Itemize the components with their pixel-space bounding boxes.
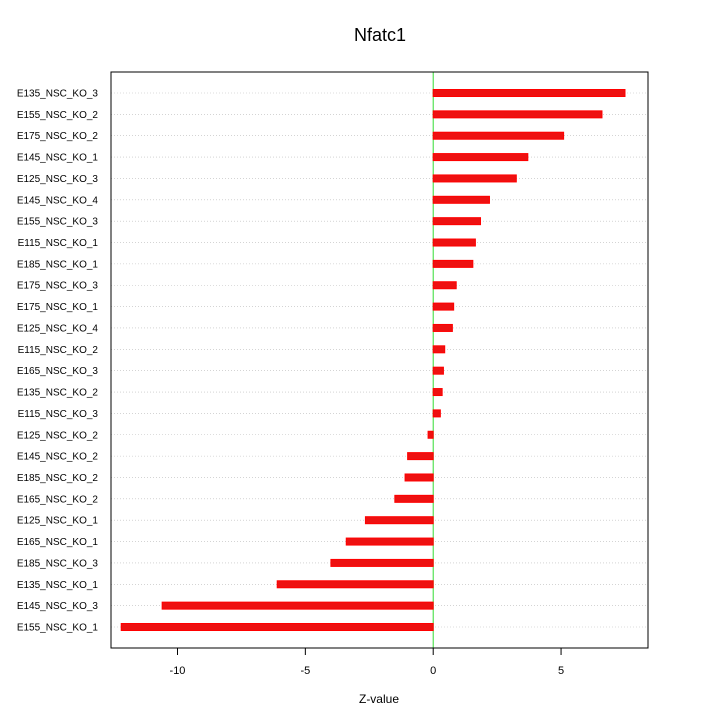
bar	[120, 623, 434, 631]
category-label: E115_NSC_KO_2	[18, 345, 99, 356]
bar	[407, 452, 434, 461]
category-label: E165_NSC_KO_3	[17, 366, 99, 377]
bar	[276, 580, 434, 589]
category-label: E145_NSC_KO_1	[17, 153, 99, 164]
bar	[432, 174, 517, 183]
bar	[432, 281, 457, 290]
category-label: E185_NSC_KO_1	[17, 259, 99, 270]
category-label: E125_NSC_KO_4	[17, 323, 99, 334]
category-label: E135_NSC_KO_2	[17, 388, 99, 399]
grid-lines	[111, 92, 648, 628]
category-label: E145_NSC_KO_2	[17, 452, 99, 463]
bar	[432, 238, 476, 247]
bar	[432, 153, 529, 162]
bar	[394, 494, 434, 503]
category-label: E145_NSC_KO_4	[17, 195, 99, 206]
bar	[432, 388, 443, 397]
category-label: E155_NSC_KO_3	[17, 217, 99, 228]
category-label: E125_NSC_KO_3	[17, 174, 99, 185]
bar	[345, 537, 434, 546]
category-label: E115_NSC_KO_1	[18, 238, 99, 249]
category-label: E135_NSC_KO_1	[17, 580, 99, 591]
bar	[330, 558, 434, 567]
bar	[161, 601, 434, 610]
bar	[432, 217, 482, 226]
category-labels: E135_NSC_KO_3 E155_NSC_KO_2 E175_NSC_KO_2 E…	[17, 89, 99, 634]
x-axis-label: Z-value	[359, 692, 399, 706]
bar	[432, 89, 626, 97]
x-tick-label: 0	[430, 665, 436, 677]
bar	[427, 430, 434, 439]
category-label: E185_NSC_KO_2	[17, 473, 99, 484]
category-label: E135_NSC_KO_3	[17, 89, 99, 100]
category-label: E175_NSC_KO_1	[17, 302, 99, 313]
bars	[120, 89, 626, 631]
bar	[432, 409, 441, 418]
bar	[364, 516, 434, 525]
chart-title: Nfatc1	[354, 25, 406, 45]
bar	[432, 259, 474, 268]
bar	[432, 195, 490, 204]
category-label: E175_NSC_KO_2	[17, 131, 99, 142]
category-label: E155_NSC_KO_2	[17, 110, 99, 121]
bar	[432, 110, 603, 119]
x-tick-label: -10	[170, 665, 186, 677]
bar	[432, 302, 455, 311]
bar	[432, 131, 565, 140]
category-label: E115_NSC_KO_3	[18, 409, 99, 420]
category-label: E165_NSC_KO_1	[17, 537, 99, 548]
x-tick-label: -5	[300, 665, 310, 677]
bar	[432, 345, 446, 354]
category-label: E155_NSC_KO_1	[17, 623, 99, 634]
category-label: E165_NSC_KO_2	[17, 494, 99, 505]
category-label: E175_NSC_KO_3	[17, 281, 99, 292]
bar	[432, 323, 453, 332]
x-axis: -10 -5 0 5	[170, 647, 564, 677]
category-label: E145_NSC_KO_3	[17, 601, 99, 612]
bar	[404, 473, 434, 482]
category-label: E125_NSC_KO_2	[17, 430, 99, 441]
category-label: E185_NSC_KO_3	[17, 558, 99, 569]
bar	[432, 366, 444, 375]
category-label: E125_NSC_KO_1	[17, 516, 99, 527]
x-tick-label: 5	[558, 665, 564, 677]
